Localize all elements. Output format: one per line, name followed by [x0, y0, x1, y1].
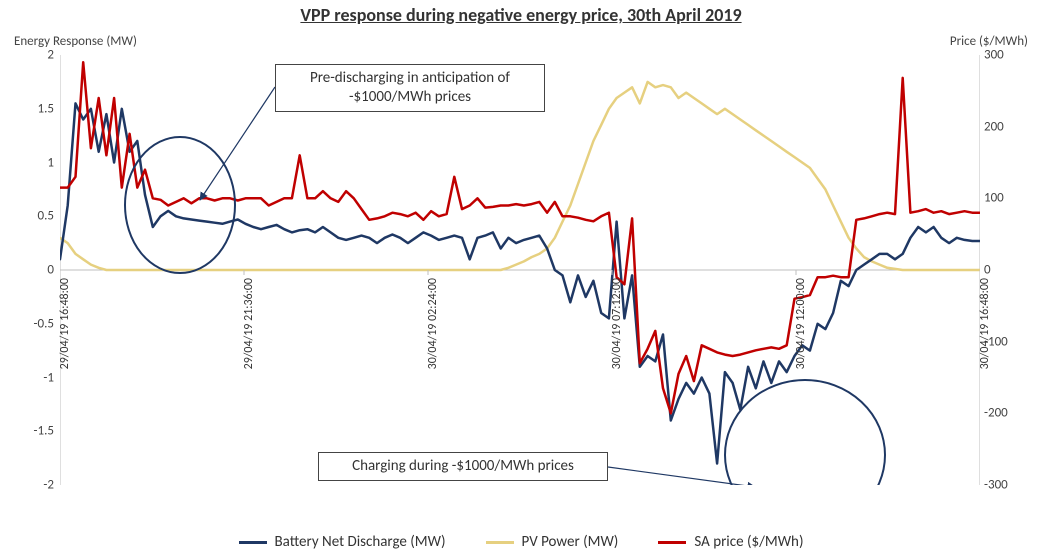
legend-swatch-pv — [486, 541, 514, 544]
y2-tick: 0 — [984, 263, 1022, 278]
y1-tick: -2 — [24, 478, 54, 493]
annot-charging: Charging during -$1000/MWh prices — [318, 452, 608, 481]
legend-swatch-battery — [239, 541, 267, 544]
legend: Battery Net Discharge (MW) PV Power (MW)… — [0, 533, 1042, 551]
chart-container: VPP response during negative energy pric… — [0, 0, 1042, 555]
x-tick: 30/04/19 02:24:00 — [426, 278, 440, 369]
y1-tick: 1.5 — [24, 101, 54, 116]
y1-tick: 2 — [24, 48, 54, 63]
x-tick: 30/04/19 12:00:00 — [794, 278, 808, 369]
legend-label-pv: PV Power (MW) — [522, 533, 619, 551]
y1-tick: -0.5 — [24, 316, 54, 331]
y1-tick: -1.5 — [24, 424, 54, 439]
legend-item-price: SA price ($/MWh) — [658, 533, 803, 551]
legend-item-pv: PV Power (MW) — [486, 533, 619, 551]
y1-tick: 1 — [24, 155, 54, 170]
legend-label-price: SA price ($/MWh) — [694, 533, 803, 551]
y1-tick: 0 — [24, 263, 54, 278]
legend-swatch-price — [658, 541, 686, 544]
y2-tick: -200 — [984, 406, 1022, 421]
annot-predischarge: Pre-discharging in anticipation of-$1000… — [275, 64, 545, 112]
legend-label-battery: Battery Net Discharge (MW) — [275, 533, 446, 551]
y2-tick: 100 — [984, 191, 1022, 206]
x-tick: 29/04/19 16:48:00 — [58, 278, 72, 369]
y2-tick: 300 — [984, 48, 1022, 63]
chart-title: VPP response during negative energy pric… — [0, 4, 1042, 26]
plot-area — [60, 55, 980, 485]
y2-tick: 200 — [984, 119, 1022, 134]
legend-item-battery: Battery Net Discharge (MW) — [239, 533, 446, 551]
x-tick: 30/04/19 07:12:00 — [610, 278, 624, 369]
x-tick: 29/04/19 21:36:00 — [242, 278, 256, 369]
x-tick: 30/04/19 16:48:00 — [978, 278, 992, 369]
y1-tick: -1 — [24, 370, 54, 385]
y1-tick: 0.5 — [24, 209, 54, 224]
y2-tick: -300 — [984, 478, 1022, 493]
